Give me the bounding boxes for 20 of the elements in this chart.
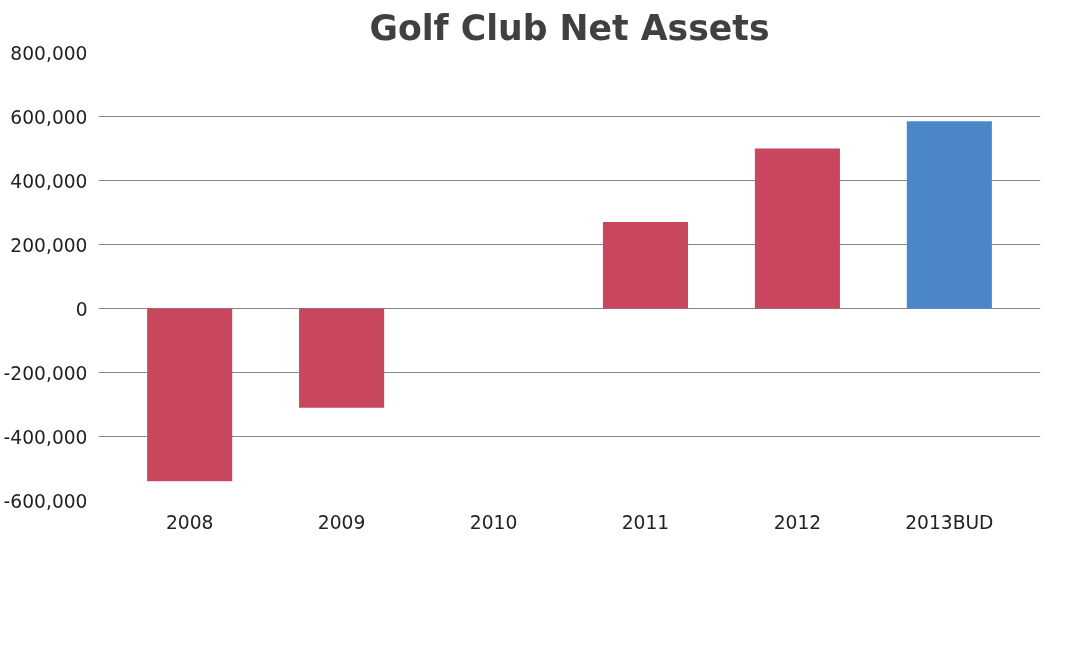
bar: [754, 148, 840, 309]
y-tick-label: 400,000: [10, 170, 88, 192]
chart-title: Golf Club Net Assets: [369, 7, 770, 48]
bar: [299, 308, 385, 408]
x-tick-label: 2011: [621, 511, 670, 533]
x-tick-label: 2010: [469, 511, 518, 533]
bar: [602, 222, 689, 309]
y-tick-label: 800,000: [10, 42, 88, 64]
x-tick-label: 2012: [773, 511, 822, 533]
bar: [147, 308, 233, 482]
y-tick-label: -200,000: [3, 362, 88, 384]
x-tick-label: 2008: [165, 511, 214, 533]
x-tick-label: 2009: [317, 511, 366, 533]
bar: [906, 121, 992, 309]
y-tick-label: 200,000: [10, 234, 88, 256]
x-tick-label: 2013BUD: [905, 511, 994, 533]
y-tick-label: 0: [75, 298, 88, 320]
y-tick-label: -400,000: [3, 426, 88, 448]
y-tick-label: 600,000: [10, 106, 88, 128]
y-tick-label: -600,000: [3, 490, 88, 512]
